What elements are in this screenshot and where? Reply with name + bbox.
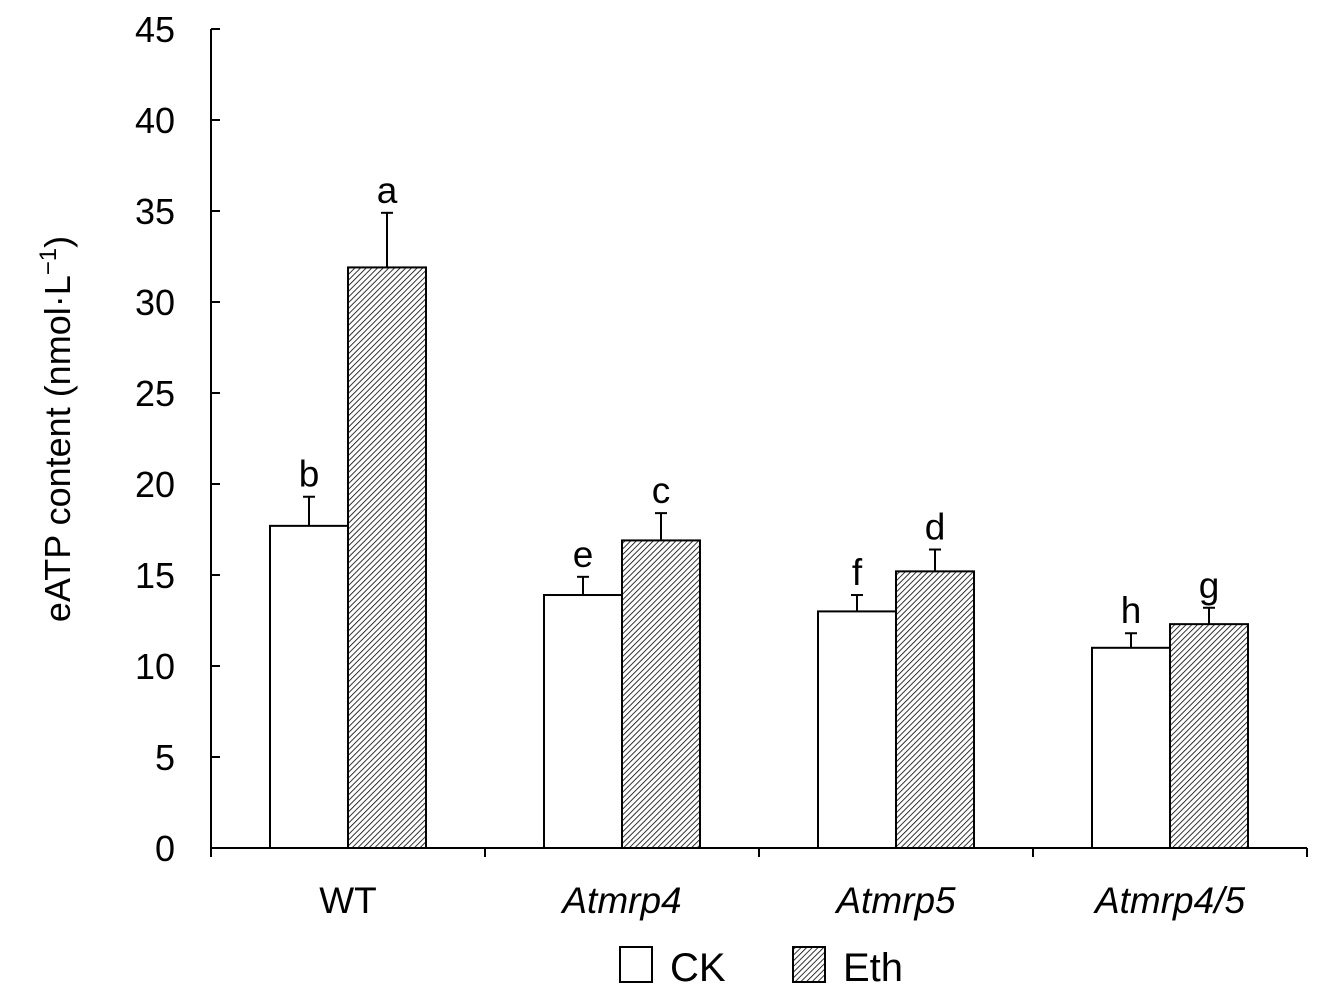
legend-swatch-ck [619, 946, 653, 983]
error-bars [303, 211, 1215, 648]
y-tick-label: 0 [155, 828, 175, 869]
legend-label-eth: Eth [843, 946, 903, 990]
bar-eth [1169, 623, 1249, 850]
bars [269, 266, 1249, 850]
significance-label: g [1199, 565, 1220, 606]
y-tick-label: 20 [135, 464, 175, 505]
y-axis: 0 5 10 15 20 25 30 35 40 45 [135, 9, 220, 869]
bar-eth [895, 570, 975, 849]
category-label: Atmrp4 [560, 880, 681, 921]
category-label: Atmrp4/5 [1093, 880, 1246, 921]
y-tick-label: 30 [135, 282, 175, 323]
bar-ck [817, 610, 897, 850]
significance-labels: b a e c f d h g [299, 170, 1220, 631]
legend: CK Eth [619, 946, 903, 990]
category-labels: WT Atmrp4 Atmrp5 Atmrp4/5 [319, 880, 1245, 921]
y-axis-title-close: ) [37, 236, 78, 248]
bar-ck [1091, 646, 1171, 849]
y-axis-title: eATP content (nmol·L−1) [35, 236, 78, 622]
significance-label: d [925, 507, 946, 548]
bar-eth [621, 539, 701, 849]
x-axis [210, 847, 1308, 857]
legend-swatch-eth [792, 946, 826, 983]
y-tick-label: 25 [135, 373, 175, 414]
significance-label: c [652, 470, 671, 511]
significance-label: f [852, 552, 863, 593]
significance-label: e [573, 534, 594, 575]
category-label: WT [319, 880, 377, 921]
bar-eth [347, 266, 427, 850]
bar-ck [543, 594, 623, 850]
significance-label: h [1121, 590, 1142, 631]
y-tick-label: 15 [135, 555, 175, 596]
y-tick-label: 45 [135, 9, 175, 50]
bar-ck [269, 524, 349, 849]
y-axis-title-main: eATP content (nmol·L [37, 275, 78, 622]
category-label: Atmrp5 [834, 880, 956, 921]
legend-label-ck: CK [670, 946, 726, 990]
y-axis-title-superscript: −1 [35, 248, 62, 275]
y-tick-label: 5 [155, 737, 175, 778]
significance-label: b [299, 454, 320, 495]
significance-label: a [377, 170, 398, 211]
y-tick-label: 40 [135, 100, 175, 141]
y-tick-label: 10 [135, 646, 175, 687]
y-tick-label: 35 [135, 191, 175, 232]
